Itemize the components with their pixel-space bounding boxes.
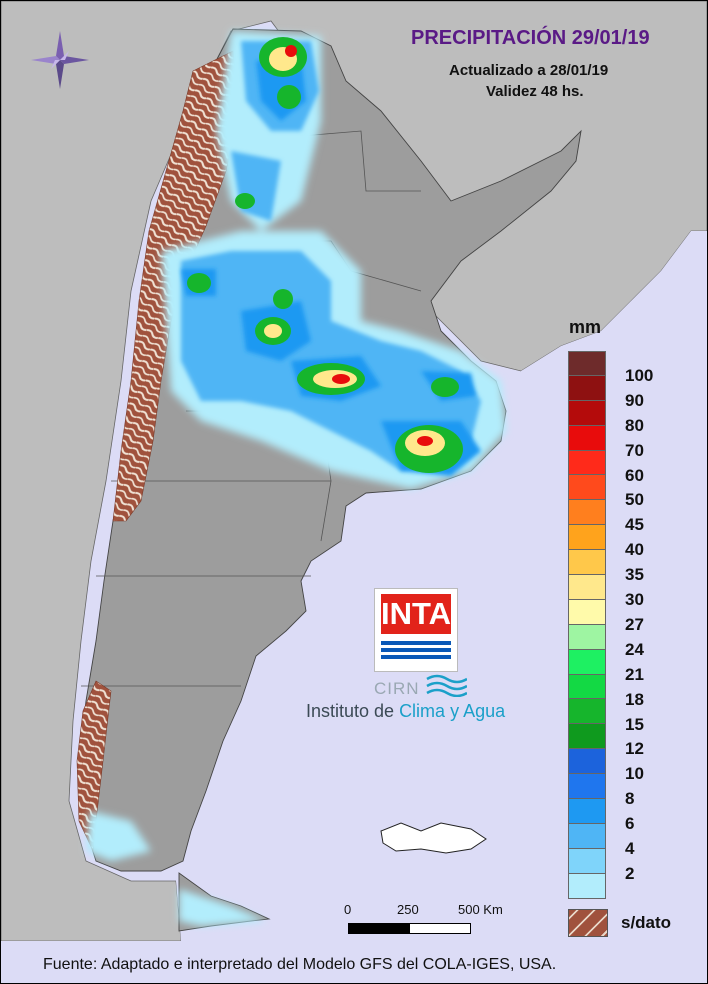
updated-date: Actualizado a 28/01/19 [449, 62, 609, 79]
legend-value: 27 [625, 614, 644, 634]
legend-value: 35 [625, 565, 644, 585]
legend-swatch [568, 599, 606, 625]
no-data-label: s/dato [621, 913, 672, 932]
ocean [1, 231, 707, 983]
legend-value: 6 [625, 814, 635, 834]
legend-value: 4 [625, 839, 635, 858]
precip-red [285, 45, 433, 446]
legend-swatch [568, 400, 606, 426]
institute-name: Instituto de Clima y Agua [306, 701, 505, 722]
legend-swatch [568, 475, 606, 501]
legend-swatch [568, 575, 606, 600]
map-title: PRECIPITACIÓN 29/01/19 [411, 27, 650, 49]
no-data-swatch [568, 909, 608, 937]
legend-value: 70 [625, 440, 644, 460]
legend-value: 10 [625, 764, 644, 784]
legend-swatch [568, 774, 606, 800]
scale-tick-1: 250 [397, 902, 419, 917]
legend-value: 21 [625, 664, 644, 684]
legend-swatch [568, 550, 606, 576]
compass-rose-icon [31, 31, 89, 89]
legend-swatch [568, 674, 606, 700]
legend-value: 100 [625, 365, 654, 385]
color-legend [568, 351, 606, 899]
source-footer: Fuente: Adaptado e interpretado del Mode… [43, 956, 557, 973]
legend-swatch [568, 749, 606, 775]
legend-swatch [568, 525, 606, 551]
legend-swatch [568, 699, 606, 725]
legend-swatch [568, 500, 606, 526]
institute-highlight: Clima y Agua [399, 701, 506, 721]
legend-value: 90 [625, 390, 644, 410]
legend-swatch [568, 848, 606, 874]
validity-text: Validez 48 hs. [486, 83, 584, 100]
legend-swatch [568, 799, 606, 824]
logo-stripe [381, 641, 451, 645]
legend-value: 80 [625, 415, 644, 435]
legend-swatch [568, 375, 606, 401]
legend-value: 15 [625, 714, 644, 734]
legend-swatch [568, 351, 606, 376]
legend-swatch [568, 649, 606, 675]
legend-value: 12 [625, 739, 644, 759]
legend-swatch [568, 450, 606, 476]
scale-tick-2: 500 Km [458, 902, 503, 917]
legend-value: 18 [625, 689, 644, 709]
legend-value: 40 [625, 540, 644, 560]
cirn-label: CIRN [374, 679, 420, 698]
legend-value: 8 [625, 789, 635, 809]
legend-value: 24 [625, 639, 644, 659]
scale-tick-0: 0 [344, 902, 352, 917]
malvinas-islands [380, 822, 487, 854]
legend-value: 45 [625, 515, 644, 535]
institute-prefix: Instituto de [306, 701, 400, 721]
water-waves-icon [426, 674, 467, 697]
legend-swatch [568, 624, 606, 650]
legend-unit: mm [569, 317, 602, 337]
legend-swatch [568, 724, 606, 750]
logo-stripe [381, 655, 451, 659]
inta-logo-text: INTA [381, 594, 451, 634]
logo-stripe [381, 648, 451, 652]
legend-swatch [568, 425, 606, 451]
legend-swatch [568, 823, 606, 849]
scale-bar-white [409, 923, 471, 934]
legend-swatch [568, 873, 606, 899]
legend-value: 60 [625, 465, 644, 485]
scale-bar-black [348, 923, 410, 934]
legend-value: 50 [625, 490, 644, 510]
inta-logo: INTA [374, 588, 458, 672]
legend-value: 2 [625, 863, 635, 883]
legend-value: 30 [625, 590, 644, 609]
